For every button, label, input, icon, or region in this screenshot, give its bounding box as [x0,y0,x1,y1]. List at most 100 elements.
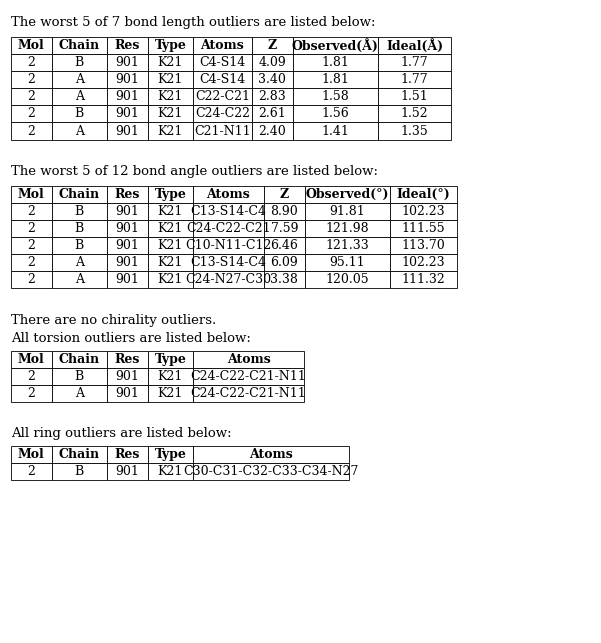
Bar [148,221,193,237]
Text: 113.70: 113.70 [402,239,445,252]
Bar [148,368,193,385]
Bar [193,385,304,402]
Text: 3.38: 3.38 [270,273,298,286]
Text: 1.77: 1.77 [401,73,429,86]
Text: 901: 901 [115,91,139,104]
Bar [52,105,107,122]
Bar [148,203,193,221]
Bar [193,255,264,271]
Text: B: B [75,239,84,252]
Bar [193,55,252,71]
Bar [148,350,193,368]
Text: Ideal(°): Ideal(°) [397,188,451,201]
Bar [293,55,378,71]
Text: 2.83: 2.83 [258,91,286,104]
Bar [148,271,193,289]
Text: 901: 901 [115,465,139,478]
Bar [252,123,293,140]
Bar [148,71,193,89]
Text: Type: Type [154,448,186,460]
Text: Chain: Chain [59,353,100,366]
Text: Mol: Mol [18,448,44,460]
Text: B: B [75,107,84,120]
Text: Z: Z [267,39,277,52]
Bar [11,271,52,289]
Bar [305,186,390,203]
Text: A: A [75,125,84,138]
Text: 901: 901 [115,125,139,138]
Text: A: A [75,73,84,86]
Bar [52,463,107,480]
Text: Res: Res [115,188,140,201]
Bar [11,186,52,203]
Bar [107,385,148,402]
Text: K21: K21 [157,57,183,69]
Bar [52,237,107,255]
Text: 2: 2 [27,57,35,69]
Text: C10-N11-C12: C10-N11-C12 [185,239,272,252]
Text: Chain: Chain [59,448,100,460]
Text: C22-C21: C22-C21 [195,91,250,104]
Text: 2: 2 [27,205,35,218]
Bar [264,221,305,237]
Text: 901: 901 [115,205,139,218]
Bar [252,89,293,105]
Bar [107,446,148,463]
Text: K21: K21 [157,91,183,104]
Bar [193,123,252,140]
Bar [148,37,193,54]
Text: 901: 901 [115,57,139,69]
Text: C4-S14: C4-S14 [200,73,245,86]
Text: 901: 901 [115,273,139,286]
Text: C13-S14-C4: C13-S14-C4 [191,205,266,218]
Text: Type: Type [154,353,186,366]
Bar [107,55,148,71]
Text: Res: Res [115,353,140,366]
Bar [52,71,107,89]
Bar [148,55,193,71]
Bar [107,221,148,237]
Text: A: A [75,387,84,400]
Text: 901: 901 [115,222,139,235]
Bar [11,37,52,54]
Text: The worst 5 of 7 bond length outliers are listed below:: The worst 5 of 7 bond length outliers ar… [11,16,375,29]
Bar [11,203,52,221]
Text: 2: 2 [27,465,35,478]
Bar [390,203,457,221]
Text: C21-N11: C21-N11 [194,125,251,138]
Text: Atoms: Atoms [249,448,293,460]
Text: 2.61: 2.61 [258,107,286,120]
Text: 91.81: 91.81 [329,205,365,218]
Bar [193,446,349,463]
Bar [11,89,52,105]
Bar [390,255,457,271]
Text: Observed(°): Observed(°) [306,188,389,201]
Text: Observed(Å): Observed(Å) [292,39,379,53]
Text: 2: 2 [27,273,35,286]
Bar [264,271,305,289]
Bar [252,37,293,54]
Bar [52,37,107,54]
Text: Mol: Mol [18,188,44,201]
Text: K21: K21 [157,273,183,286]
Bar [11,71,52,89]
Text: 1.35: 1.35 [401,125,429,138]
Text: 1.77: 1.77 [401,57,429,69]
Text: There are no chirality outliers.: There are no chirality outliers. [11,314,216,327]
Bar [52,385,107,402]
Text: 121.33: 121.33 [326,239,369,252]
Text: 111.55: 111.55 [402,222,445,235]
Text: Atoms: Atoms [227,353,270,366]
Bar [252,55,293,71]
Bar [390,237,457,255]
Bar [107,255,148,271]
Text: K21: K21 [157,125,183,138]
Text: 1.81: 1.81 [322,73,349,86]
Text: 95.11: 95.11 [329,257,365,269]
Text: K21: K21 [157,107,183,120]
Text: 2.40: 2.40 [258,125,286,138]
Text: 1.56: 1.56 [322,107,349,120]
Text: 7.59: 7.59 [270,222,298,235]
Bar [264,255,305,271]
Text: Chain: Chain [59,188,100,201]
